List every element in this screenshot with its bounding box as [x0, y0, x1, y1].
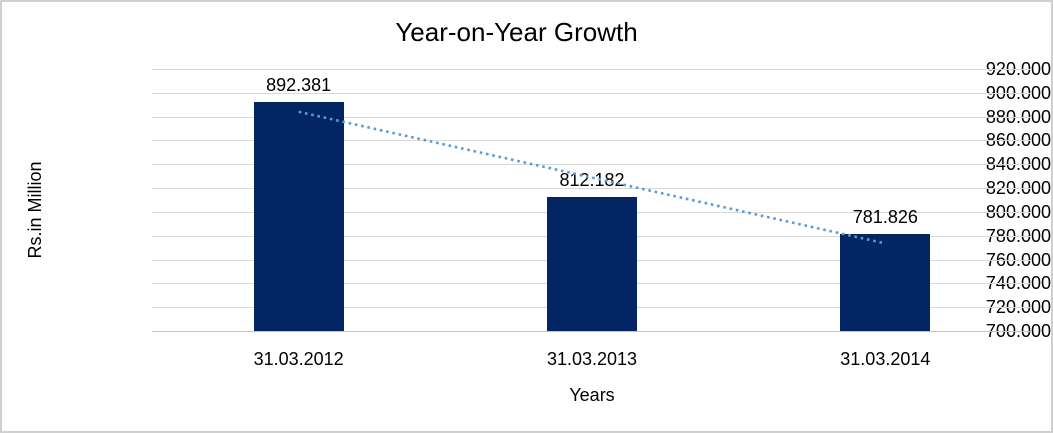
- bar-31.03.2012: [253, 101, 344, 331]
- x-tick-label: 31.03.2012: [253, 349, 344, 369]
- x-axis-line: [152, 331, 1032, 332]
- gridline: [152, 69, 1032, 70]
- x-tick-label: 31.03.2013: [546, 349, 638, 369]
- x-axis-title: Years: [569, 385, 615, 405]
- y-axis-title: Rs.in Million: [25, 161, 45, 259]
- bar-31.03.2014: [840, 233, 931, 331]
- gridline: [152, 92, 1032, 94]
- chart-title: Year-on-Year Growth: [395, 17, 638, 47]
- bar-31.03.2013: [547, 197, 637, 331]
- data-label: 812.182: [559, 170, 625, 191]
- data-label: 781.826: [852, 206, 918, 227]
- data-label: 892.381: [266, 74, 332, 95]
- x-tick-label: 31.03.2014: [840, 349, 931, 369]
